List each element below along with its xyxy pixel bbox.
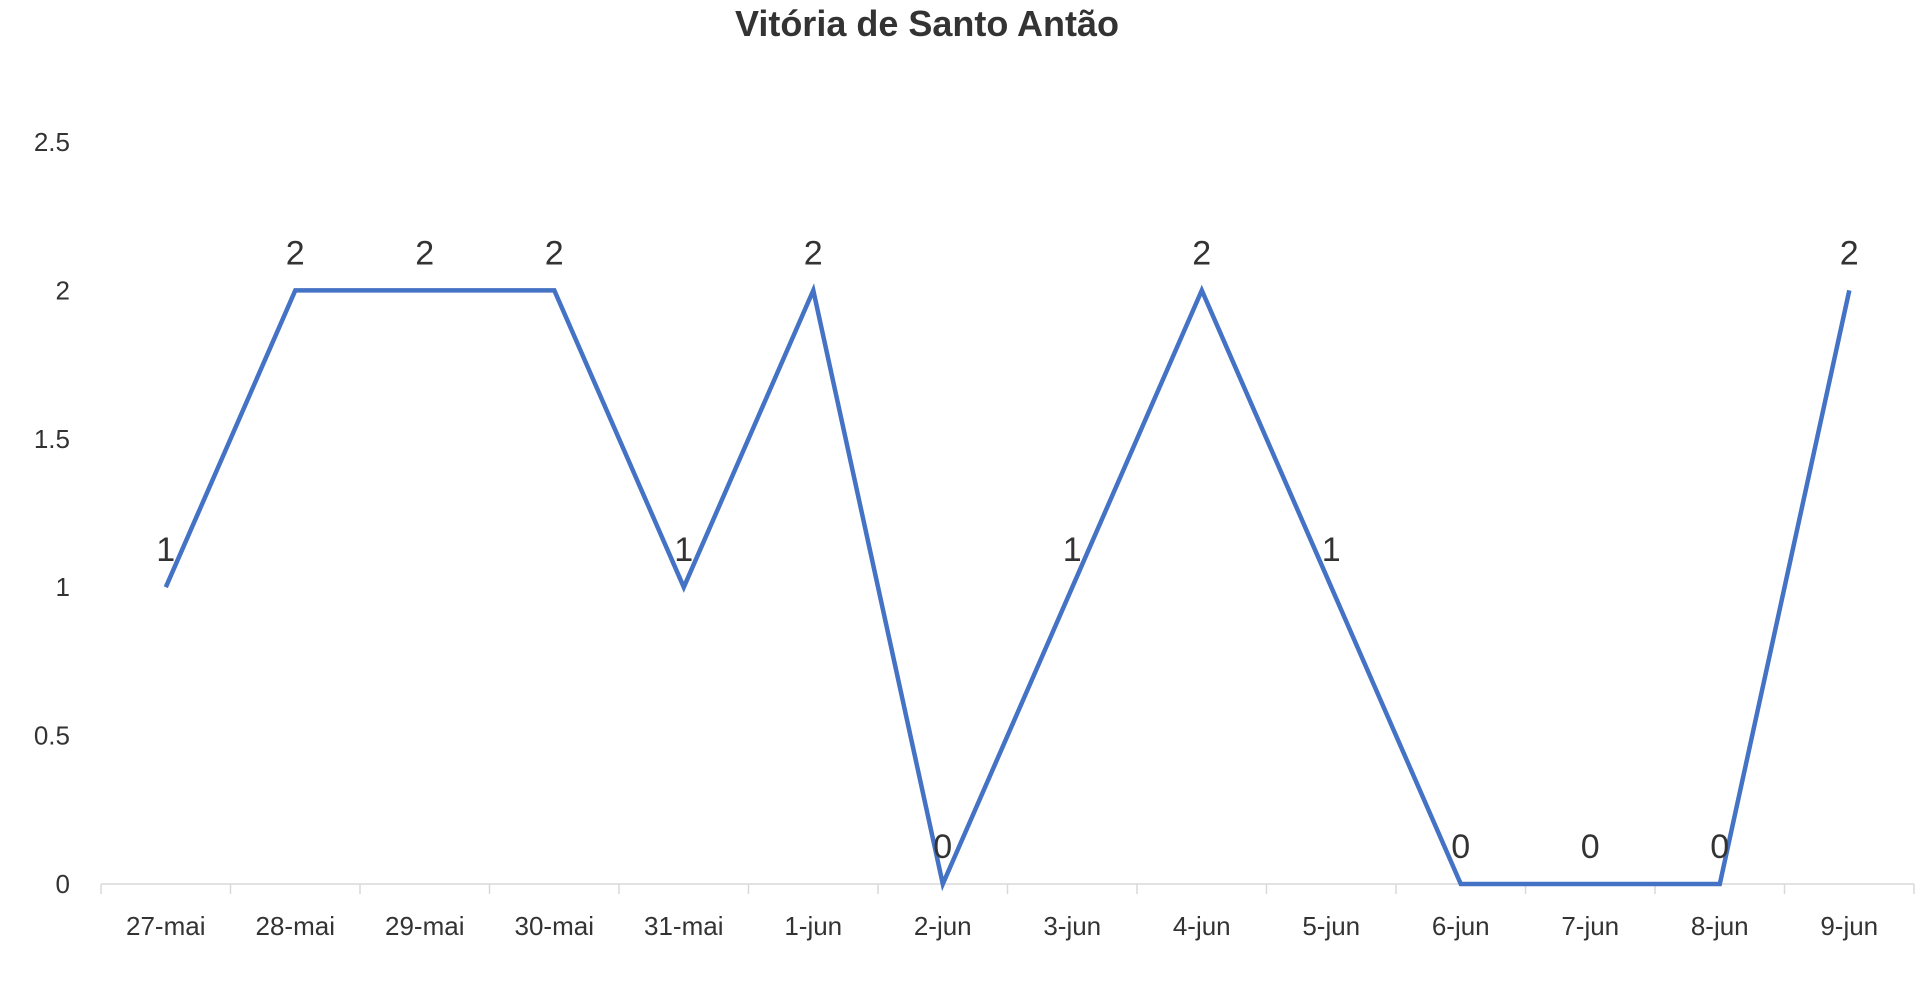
x-tick-label: 28-mai — [256, 911, 335, 941]
y-tick-label: 2.5 — [34, 127, 70, 157]
x-tick-label: 8-jun — [1691, 911, 1749, 941]
x-tick-label: 3-jun — [1043, 911, 1101, 941]
x-axis: 27-mai 28-mai 29-mai 30-mai 31-mai 1-jun 2-jun… — [100, 883, 1915, 941]
x-tick-label: 6-jun — [1432, 911, 1490, 941]
x-tick-label: 30-mai — [515, 911, 594, 941]
data-label: 2 — [804, 234, 823, 272]
y-tick-label: 2 — [56, 275, 70, 305]
data-label: 2 — [286, 234, 305, 272]
data-label: 2 — [1192, 234, 1211, 272]
x-tick-label: 7-jun — [1561, 911, 1619, 941]
series-layer — [163, 283, 1852, 892]
data-label: 1 — [674, 531, 693, 569]
data-label: 2 — [1840, 234, 1859, 272]
data-label: 1 — [1322, 531, 1341, 569]
data-label: 1 — [156, 531, 175, 569]
data-label: 0 — [933, 828, 952, 866]
x-tick-label: 2-jun — [914, 911, 972, 941]
x-tick-label: 4-jun — [1173, 911, 1231, 941]
series-line — [163, 283, 1852, 892]
y-tick-label: 1.5 — [34, 424, 70, 454]
data-label: 0 — [1451, 828, 1470, 866]
x-tick-label: 27-mai — [126, 911, 205, 941]
y-axis-ticks: 0 0.5 1 1.5 2 2.5 — [34, 127, 70, 899]
x-tick-label: 9-jun — [1820, 911, 1878, 941]
data-label: 2 — [545, 234, 564, 272]
data-label: 0 — [1710, 828, 1729, 866]
y-tick-label: 0.5 — [34, 721, 70, 751]
data-label: 1 — [1063, 531, 1082, 569]
data-labels: 1 2 2 2 1 2 0 1 2 1 0 0 0 2 — [156, 234, 1858, 866]
x-tick-label: 1-jun — [784, 911, 842, 941]
data-label: 2 — [415, 234, 434, 272]
x-tick-label: 29-mai — [385, 911, 464, 941]
y-tick-label: 0 — [56, 869, 70, 899]
x-tick-label: 31-mai — [644, 911, 723, 941]
data-label: 0 — [1581, 828, 1600, 866]
chart-title: Vitória de Santo Antão — [735, 3, 1119, 44]
x-tick-label: 5-jun — [1302, 911, 1360, 941]
y-tick-label: 1 — [56, 572, 70, 602]
